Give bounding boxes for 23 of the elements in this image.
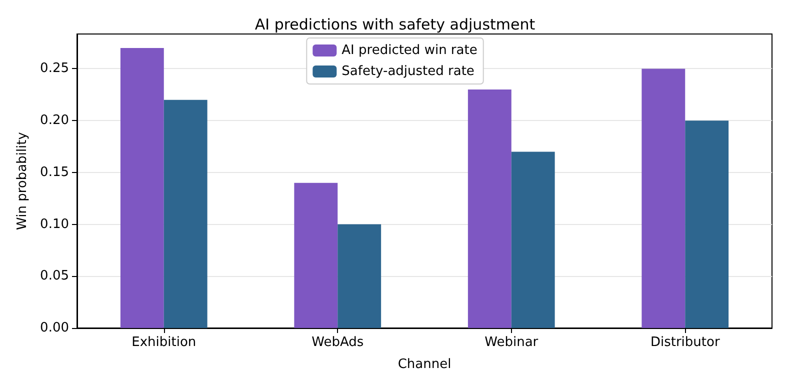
y-tick-label: 0.10 (40, 216, 69, 232)
bar (164, 100, 208, 328)
bar (338, 224, 382, 328)
y-tick-label: 0.15 (40, 164, 69, 180)
y-axis-title: Win probability (15, 132, 30, 230)
bar (642, 68, 686, 328)
y-tick-label: 0.25 (40, 61, 69, 76)
y-tick-label: 0.20 (40, 113, 69, 128)
y-tick-label: 0.00 (40, 320, 69, 336)
legend-label: Safety-adjusted rate (342, 64, 474, 79)
x-tick-label: Webinar (484, 335, 539, 350)
chart-title: AI predictions with safety adjustment (254, 16, 536, 34)
bar (468, 89, 512, 328)
bar (294, 182, 338, 328)
bar (685, 120, 729, 328)
x-axis-title: Channel (398, 357, 452, 372)
y-tick-label: 0.05 (40, 268, 69, 284)
bar (511, 152, 555, 328)
x-tick-label: WebAds (312, 335, 364, 350)
bar (120, 48, 164, 328)
x-tick-label: Exhibition (132, 335, 196, 350)
x-tick-label: Distributor (650, 335, 720, 350)
legend-label: AI predicted win rate (342, 43, 478, 58)
